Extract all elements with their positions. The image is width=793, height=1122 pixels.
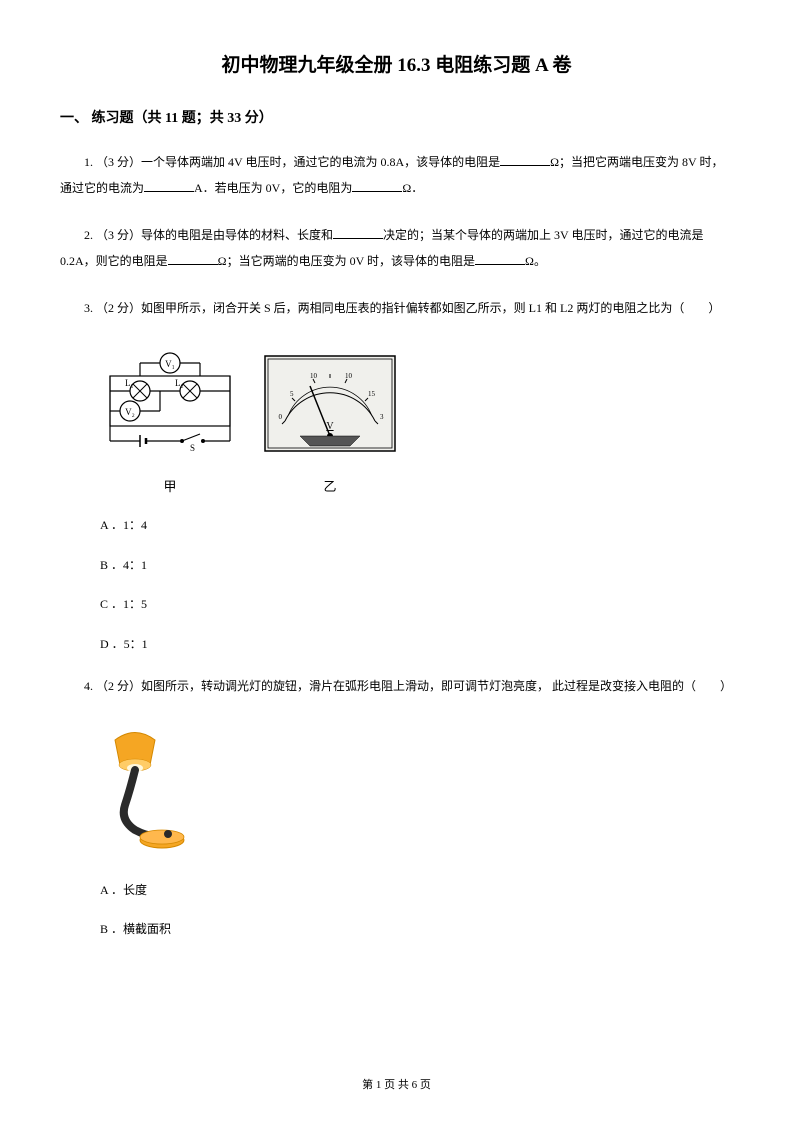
q2-text-1: 2. （3 分）导体的电阻是由导体的材料、长度和	[84, 228, 333, 242]
blank	[352, 178, 402, 192]
page-footer: 第 1 页 共 6 页	[0, 1076, 793, 1092]
q1-text-3: A．若电压为 0V，它的电阻为	[194, 181, 352, 195]
svg-text:10: 10	[345, 372, 353, 380]
meter-figure: 0 5 10 10 15 3 V 乙	[260, 341, 400, 495]
page-title: 初中物理九年级全册 16.3 电阻练习题 A 卷	[60, 50, 733, 77]
blank	[333, 225, 383, 239]
q1-text-4: Ω．	[402, 181, 423, 195]
svg-text:V₂: V₂	[125, 407, 135, 417]
svg-text:V: V	[326, 421, 334, 432]
q3-option-a: A ．1：4	[100, 515, 733, 537]
svg-text:L₂: L₂	[175, 378, 184, 388]
q1-text-1: 1. （3 分）一个导体两端加 4V 电压时，通过它的电流为 0.8A，该导体的…	[84, 155, 500, 169]
svg-text:15: 15	[368, 390, 376, 398]
section-header: 一、 练习题（共 11 题；共 33 分）	[60, 107, 733, 127]
svg-text:3: 3	[380, 413, 384, 421]
q4-option-a: A ．长度	[100, 880, 733, 902]
question-3: 3. （2 分）如图甲所示，闭合开关 S 后，两相同电压表的指针偏转都如图乙所示…	[60, 295, 733, 321]
q3-option-b: B ．4：1	[100, 555, 733, 577]
svg-text:S: S	[190, 443, 195, 453]
blank	[144, 178, 194, 192]
q3-figures: V₁ L₁ L₂ V₂	[100, 341, 733, 495]
q3-option-c: C ．1：5	[100, 594, 733, 616]
fig2-label: 乙	[260, 476, 400, 495]
blank	[500, 152, 550, 166]
lamp-figure	[100, 720, 200, 860]
blank	[475, 251, 525, 265]
blank	[168, 251, 218, 265]
q2-text-3: Ω；当它两端的电压变为 0V 时，该导体的电阻是	[218, 254, 475, 268]
q2-text-4: Ω。	[525, 254, 546, 268]
fig1-label: 甲	[100, 476, 240, 495]
svg-text:5: 5	[290, 390, 294, 398]
svg-text:0: 0	[279, 413, 283, 421]
circuit-figure: V₁ L₁ L₂ V₂	[100, 341, 240, 495]
svg-text:L₁: L₁	[125, 378, 134, 388]
lamp-svg	[100, 720, 200, 860]
q4-option-b: B ．横截面积	[100, 919, 733, 941]
question-4: 4. （2 分）如图所示，转动调光灯的旋钮，滑片在弧形电阻上滑动，即可调节灯泡亮…	[60, 673, 733, 699]
svg-text:10: 10	[310, 372, 318, 380]
question-1: 1. （3 分）一个导体两端加 4V 电压时，通过它的电流为 0.8A，该导体的…	[60, 149, 733, 202]
svg-text:V₁: V₁	[165, 359, 175, 369]
circuit-svg: V₁ L₁ L₂ V₂	[100, 341, 240, 471]
meter-svg: 0 5 10 10 15 3 V	[260, 341, 400, 471]
q3-option-d: D ．5：1	[100, 634, 733, 656]
question-2: 2. （3 分）导体的电阻是由导体的材料、长度和决定的；当某个导体的两端加上 3…	[60, 222, 733, 275]
